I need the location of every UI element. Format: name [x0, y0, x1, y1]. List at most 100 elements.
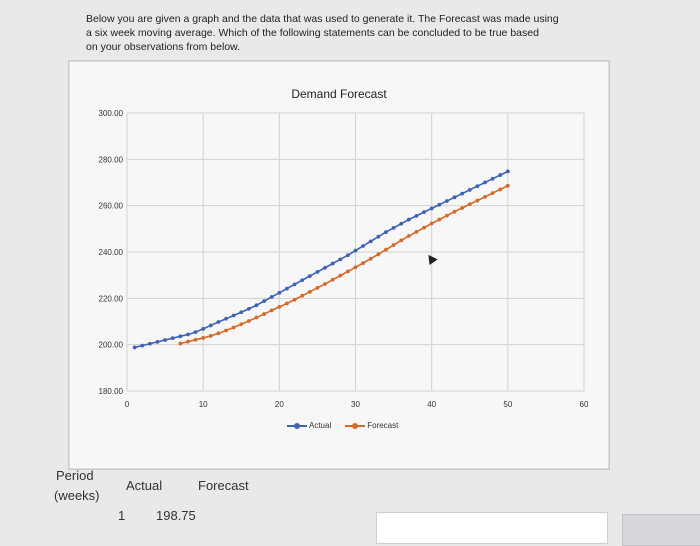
data-point-forecast [239, 322, 244, 327]
question-text: Below you are given a graph and the data… [86, 12, 606, 54]
legend-label-actual: Actual [309, 421, 332, 430]
data-point-actual [429, 206, 434, 211]
data-point-forecast [338, 273, 343, 278]
data-point-actual [376, 234, 381, 239]
data-point-forecast [437, 217, 442, 222]
data-point-forecast [269, 308, 274, 313]
data-point-actual [186, 332, 190, 337]
data-point-actual [490, 176, 495, 181]
data-point-forecast [361, 261, 366, 266]
data-point-actual [460, 191, 465, 196]
data-point-actual [208, 323, 213, 328]
data-point-actual [216, 320, 221, 324]
legend-label-forecast: Forecast [367, 421, 399, 430]
data-point-actual [445, 199, 449, 203]
legend-item-forecast: Forecast [345, 421, 398, 430]
answer-input-box[interactable] [376, 512, 608, 544]
data-point-actual [292, 282, 297, 287]
chart-title: Demand Forecast [291, 87, 387, 101]
series-line-forecast [180, 185, 509, 345]
x-tick-label: 50 [503, 400, 512, 409]
data-point-actual [414, 213, 419, 218]
data-point-actual [193, 330, 198, 335]
y-tick-label: 240.00 [99, 248, 124, 257]
data-point-forecast [262, 312, 266, 316]
data-point-actual [307, 274, 312, 278]
data-point-forecast [460, 206, 465, 210]
data-point-actual [330, 261, 335, 266]
series-line-actual [134, 170, 509, 349]
data-point-forecast [475, 198, 480, 203]
data-point-forecast [292, 297, 297, 302]
legend-swatch-actual [287, 422, 307, 430]
y-tick-label: 300.00 [99, 109, 124, 118]
data-point-forecast [224, 328, 228, 333]
data-point-actual [498, 173, 503, 177]
data-point-forecast [422, 225, 426, 230]
data-point-forecast [414, 229, 419, 234]
data-point-forecast [186, 339, 190, 344]
data-point-forecast [216, 331, 221, 336]
x-tick-label: 10 [199, 400, 208, 409]
data-point-forecast [231, 325, 236, 330]
data-point-actual [170, 336, 175, 341]
data-point-actual [323, 265, 327, 270]
data-point-actual [140, 343, 145, 348]
question-line-3: on your observations from below. [86, 41, 241, 53]
data-point-forecast [429, 221, 434, 226]
data-point-actual [437, 202, 442, 207]
data-point-actual [338, 257, 343, 262]
data-point-forecast [399, 238, 404, 243]
chart-plot: 180.00 200.00 220.00 240.00 260.00 280.00 300.… [99, 109, 589, 409]
x-tick-label: 0 [125, 400, 130, 409]
corner-panel [622, 514, 700, 546]
data-point-forecast [467, 202, 472, 207]
data-point-actual [300, 278, 305, 283]
x-tick-label: 60 [580, 400, 589, 409]
data-point-forecast [254, 315, 259, 320]
data-point-actual [368, 239, 373, 244]
column-header-period-unit: (weeks) [54, 488, 100, 503]
y-tick-label: 180.00 [99, 387, 124, 396]
data-point-forecast [368, 256, 373, 261]
data-point-actual [475, 184, 480, 189]
data-point-forecast [490, 191, 495, 196]
data-point-actual [178, 334, 183, 339]
data-point-forecast [323, 282, 327, 286]
data-point-forecast [201, 336, 206, 340]
data-point-actual [231, 313, 236, 318]
data-point-actual [384, 230, 388, 234]
data-point-forecast [178, 341, 183, 346]
data-point-forecast [307, 289, 312, 294]
data-point-actual [353, 248, 358, 253]
data-point-actual [452, 195, 457, 200]
legend-swatch-forecast [345, 422, 366, 430]
data-point-actual [246, 306, 251, 311]
data-point-forecast [445, 213, 449, 218]
data-point-actual [422, 210, 426, 215]
legend-item-actual: Actual [287, 421, 331, 430]
y-tick-label: 200.00 [99, 341, 124, 350]
data-point-actual [345, 253, 350, 258]
data-point-forecast [345, 269, 350, 274]
question-line-1: Below you are given a graph and the data… [86, 13, 559, 25]
demand-forecast-chart: 180.00 200.00 220.00 240.00 260.00 280.00 300.… [68, 60, 610, 470]
data-point-actual [254, 303, 259, 308]
x-tick-label: 30 [351, 400, 360, 409]
question-line-2: a six week moving average. Which of the … [86, 27, 539, 39]
data-point-actual [239, 310, 244, 315]
data-point-actual [467, 188, 472, 192]
data-point-forecast [300, 293, 305, 298]
data-point-forecast [498, 187, 503, 192]
data-point-actual [505, 169, 510, 174]
data-point-actual [483, 180, 487, 185]
x-tick-label: 20 [275, 400, 284, 409]
data-point-actual [132, 345, 137, 350]
data-point-forecast [330, 277, 335, 282]
data-point-forecast [193, 337, 198, 342]
data-point-forecast [376, 252, 381, 257]
data-point-actual [391, 226, 396, 230]
data-point-actual [147, 341, 152, 346]
data-point-forecast [208, 333, 213, 338]
data-point-forecast [391, 243, 396, 247]
